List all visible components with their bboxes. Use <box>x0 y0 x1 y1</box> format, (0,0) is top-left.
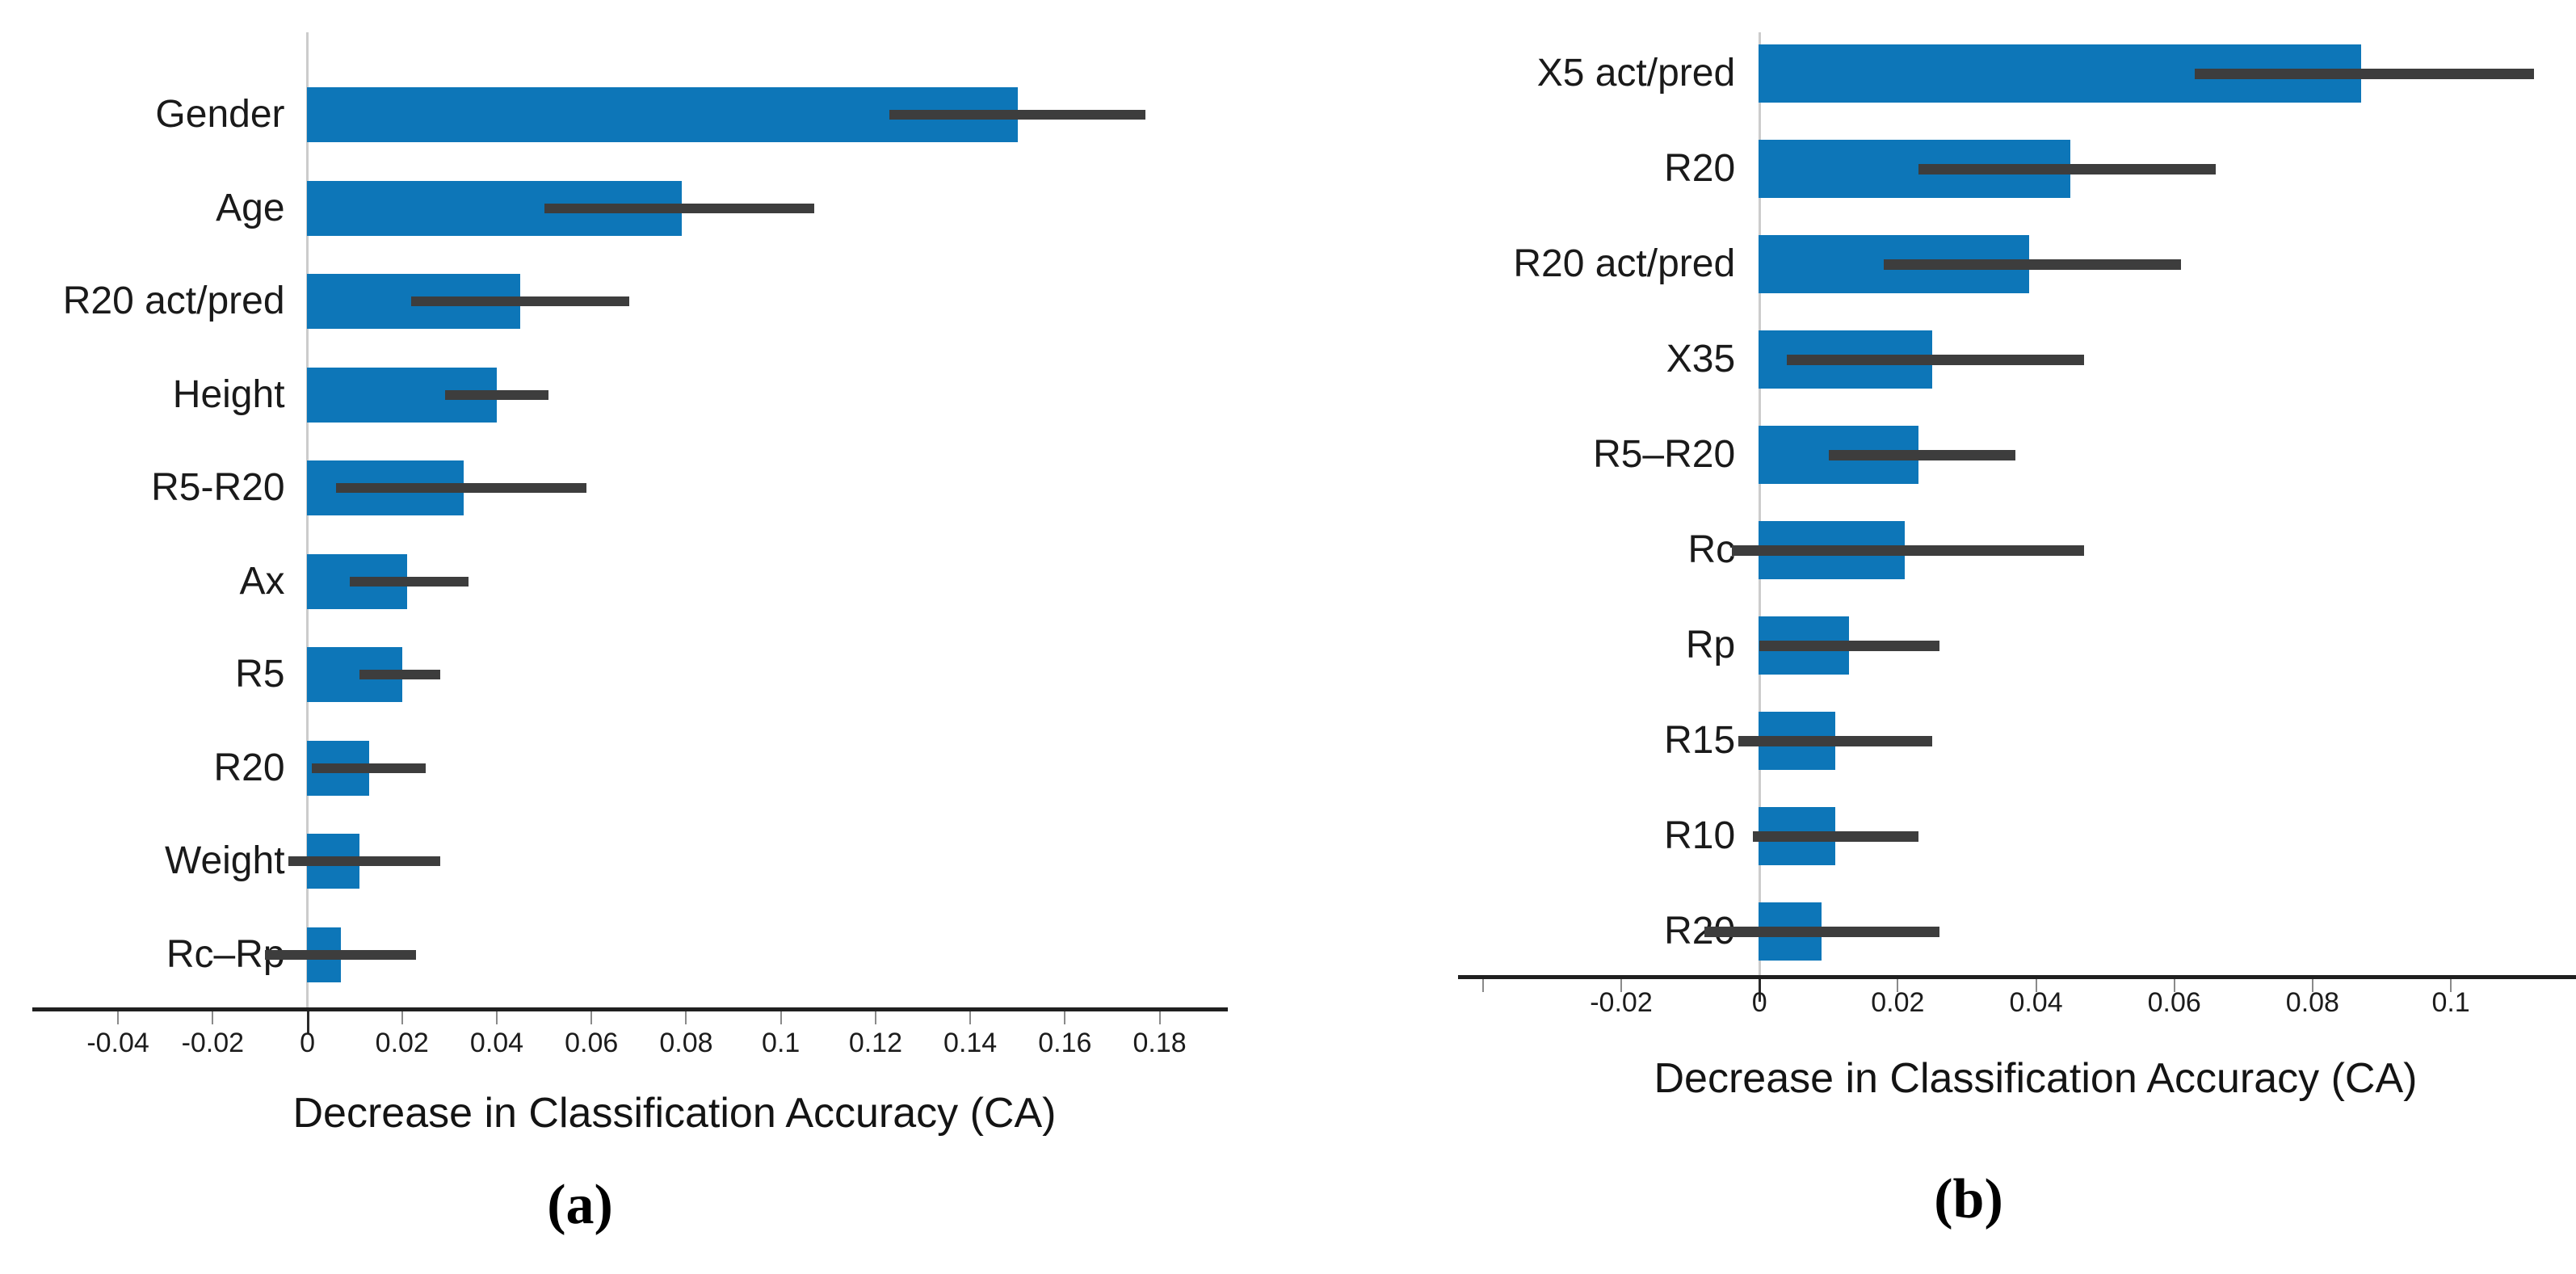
y-axis-category-label: R20 <box>1664 147 1736 190</box>
error-bar-b-6 <box>1759 640 1939 651</box>
x-tick-label: 0.04 <box>469 1028 524 1058</box>
x-tick-mark <box>117 1011 120 1024</box>
x-tick-label: 0.02 <box>375 1028 429 1058</box>
y-axis-category-label: Height <box>172 372 285 416</box>
zero-gridline <box>306 32 309 1007</box>
y-axis-category-label: X35 <box>1666 338 1736 381</box>
x-axis-line <box>1458 975 2576 979</box>
x-tick-mark <box>874 1011 876 1024</box>
y-axis-category-label: Rc <box>1687 528 1736 571</box>
error-bar-b-4 <box>1828 449 2015 460</box>
x-tick-mark <box>2450 979 2452 992</box>
y-axis-category-label: R5-R20 <box>151 466 285 509</box>
x-tick-mark <box>1064 1011 1066 1024</box>
x-tick-mark <box>2173 979 2175 992</box>
x-tick-mark <box>780 1011 782 1024</box>
y-axis-category-label: R20 act/pred <box>1513 242 1736 285</box>
error-bar-b-0 <box>2195 68 2534 79</box>
error-bar-a-5 <box>350 576 469 587</box>
x-tick-label: 0 <box>1751 987 1767 1018</box>
y-axis-category-label: R15 <box>1664 719 1736 762</box>
x-tick-mark <box>401 1011 403 1024</box>
x-axis-line <box>32 1007 1228 1011</box>
y-axis-category-label: Rp <box>1685 624 1736 666</box>
x-tick-label: 0.02 <box>1871 987 1925 1018</box>
y-axis-category-label: X5 act/pred <box>1536 52 1736 95</box>
x-tick-label: 0.06 <box>2147 987 2201 1018</box>
x-tick-mark <box>1481 979 1484 992</box>
y-axis-category-label: Age <box>216 186 285 229</box>
zero-gridline <box>1758 32 1761 975</box>
panel-caption-b: (b) <box>1934 1168 2003 1230</box>
x-tick-label: 0.14 <box>943 1028 998 1058</box>
x-tick-mark <box>212 1011 214 1024</box>
x-tick-mark <box>1759 979 1762 1002</box>
error-bar-a-0 <box>889 110 1145 120</box>
x-tick-label: 0.12 <box>848 1028 902 1058</box>
error-bar-a-8 <box>288 856 440 866</box>
x-tick-mark <box>969 1011 972 1024</box>
x-tick-mark <box>590 1011 593 1024</box>
error-bar-a-1 <box>544 203 814 213</box>
x-axis-title-panel-a: Decrease in Classification Accuracy (CA) <box>292 1090 1057 1137</box>
error-bar-b-7 <box>1738 735 1933 746</box>
error-bar-a-2 <box>411 296 630 306</box>
x-tick-mark <box>1158 1011 1161 1024</box>
error-bar-a-7 <box>312 763 427 773</box>
x-tick-mark <box>496 1011 498 1024</box>
y-axis-category-label: R20 act/pred <box>62 280 285 322</box>
error-bar-b-5 <box>1731 544 2085 556</box>
panel-caption-a: (a) <box>547 1174 613 1236</box>
error-bar-b-9 <box>1704 926 1939 937</box>
x-tick-label: 0.16 <box>1038 1028 1092 1058</box>
x-tick-label: 0.06 <box>565 1028 619 1058</box>
x-tick-label: 0.08 <box>2285 987 2339 1018</box>
y-axis-category-label: R20 <box>1664 910 1736 952</box>
x-tick-mark <box>685 1011 687 1024</box>
x-tick-label: 0 <box>300 1028 315 1058</box>
error-bar-a-4 <box>335 483 587 493</box>
error-bar-a-3 <box>444 389 549 400</box>
error-bar-b-8 <box>1752 830 1919 842</box>
y-axis-category-label: R5–R20 <box>1593 433 1736 476</box>
x-tick-label: 0.1 <box>762 1028 801 1058</box>
y-axis-category-label: R20 <box>213 746 285 789</box>
x-tick-mark <box>306 1011 309 1034</box>
x-tick-mark <box>2035 979 2037 992</box>
x-tick-mark <box>1897 979 1899 992</box>
y-axis-category-label: Ax <box>239 559 285 603</box>
y-axis-category-label: R5 <box>235 653 285 696</box>
y-axis-category-label: Weight <box>165 839 285 882</box>
error-bar-a-9 <box>264 949 417 960</box>
y-axis-category-label: Rc–Rp <box>166 932 285 976</box>
error-bar-b-1 <box>1918 163 2217 174</box>
error-bar-a-6 <box>359 670 440 679</box>
x-tick-mark <box>1620 979 1622 992</box>
error-bar-b-3 <box>1787 354 2085 365</box>
y-axis-category-label: R10 <box>1664 814 1736 857</box>
error-bar-b-2 <box>1884 259 2182 270</box>
x-tick-label: -0.02 <box>1590 987 1653 1018</box>
x-axis-title-panel-b: Decrease in Classification Accuracy (CA) <box>1654 1055 2418 1102</box>
x-tick-label: 0.1 <box>2431 987 2470 1018</box>
x-tick-label: -0.04 <box>86 1028 149 1058</box>
x-tick-label: -0.02 <box>181 1028 245 1058</box>
x-tick-label: 0.18 <box>1133 1028 1187 1058</box>
x-tick-label: 0.08 <box>659 1028 713 1058</box>
x-tick-label: 0.04 <box>2009 987 2063 1018</box>
y-axis-category-label: Gender <box>155 93 285 136</box>
x-tick-mark <box>2311 979 2313 992</box>
